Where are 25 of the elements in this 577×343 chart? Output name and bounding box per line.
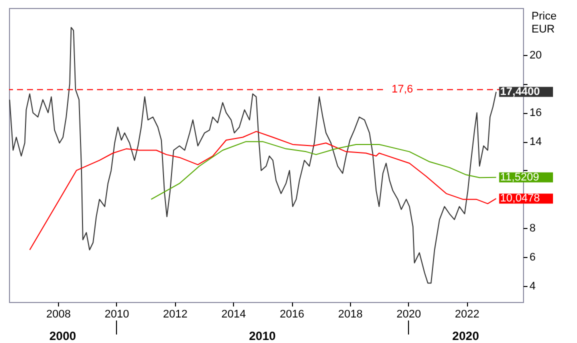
x-tick-label: 2014: [221, 308, 246, 320]
y-tick-label: 16: [530, 107, 542, 120]
data-label: 17,4400: [500, 86, 540, 98]
y-tick-label: 20: [530, 49, 542, 62]
x-tick-label: 2012: [163, 308, 188, 320]
ref-line-label: 17,6: [392, 84, 413, 96]
x-tick-label: 2018: [338, 308, 363, 320]
y-tick-label: 4: [530, 280, 536, 292]
y-tick-label: 6: [530, 252, 536, 264]
y-tick-label: 14: [530, 136, 542, 148]
data-label: 10,0478: [500, 192, 540, 205]
x-tick-label: 2008: [46, 308, 71, 320]
line-series: [29, 130, 497, 250]
data-label: 11,5209: [500, 171, 540, 184]
line-series: [150, 141, 497, 200]
line-series: [9, 26, 497, 284]
x-tick-label: 2010: [104, 308, 130, 320]
x-tick-label: 2022: [454, 308, 480, 320]
x-tick-label: 2016: [280, 308, 304, 320]
x-tick-label: 2020: [396, 308, 422, 320]
y-axis-title: Price EUR: [532, 10, 557, 36]
y-tick-label: 8: [530, 222, 536, 235]
text: 2010: [249, 329, 276, 343]
text: 2000: [49, 329, 76, 343]
text: 2020: [452, 329, 480, 343]
